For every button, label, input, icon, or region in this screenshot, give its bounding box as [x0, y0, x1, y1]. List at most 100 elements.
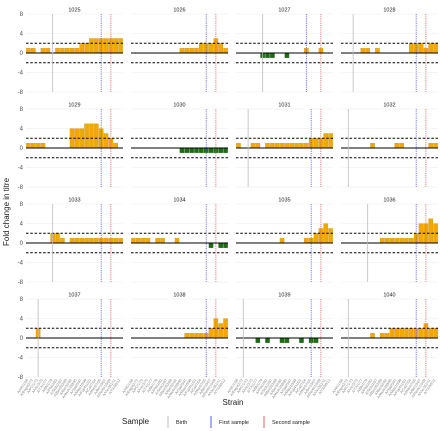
bar [323, 133, 329, 149]
bar [294, 143, 299, 149]
panel-1033: 1033 -8 -4 0 4 8 [18, 198, 123, 286]
bar [365, 48, 371, 54]
bar [304, 238, 309, 244]
bar [370, 143, 375, 149]
bar [379, 333, 385, 339]
bar [279, 143, 285, 149]
bar [184, 147, 190, 153]
panel-title: 1033 [68, 198, 80, 204]
bar [433, 43, 438, 54]
bar [89, 238, 94, 244]
panel-1025: 1025 -8 -4 0 4 8 [18, 8, 123, 96]
bar [160, 238, 165, 244]
panel-1036: 1036 [341, 198, 438, 283]
bar [74, 48, 80, 54]
bar [103, 133, 109, 149]
bar [418, 43, 424, 54]
y-tick-label: -8 [18, 375, 24, 381]
y-tick-label: 0 [20, 51, 24, 57]
panel-title: 1032 [383, 103, 395, 109]
bar [218, 147, 224, 153]
bar [60, 48, 65, 54]
legend-label: First sample [219, 420, 249, 426]
bar [399, 328, 404, 339]
bar [304, 143, 309, 149]
panel-title: 1027 [278, 8, 290, 14]
bar [89, 38, 94, 54]
y-axis-title: Fold change in titre [2, 177, 11, 246]
panel-title: 1025 [68, 8, 80, 14]
bar [69, 48, 75, 54]
bar [223, 242, 228, 248]
panel-title: 1039 [278, 293, 290, 299]
bar [328, 228, 333, 244]
bar [223, 147, 228, 153]
bar [409, 238, 414, 244]
bar [236, 143, 241, 149]
y-tick-label: 8 [20, 12, 24, 18]
bar [433, 143, 438, 149]
bar [64, 48, 70, 54]
bar [299, 337, 304, 343]
bar [208, 242, 214, 248]
bar [270, 52, 275, 58]
bar [404, 328, 409, 339]
y-tick-label: -4 [18, 261, 24, 267]
y-tick-label: -4 [18, 356, 24, 362]
bar [428, 218, 434, 244]
bar [265, 52, 270, 58]
y-tick-label: 0 [20, 241, 24, 247]
y-tick-label: 8 [20, 107, 24, 113]
bar [194, 333, 199, 339]
bar [118, 238, 123, 244]
bar [370, 333, 375, 339]
y-tick-label: 4 [20, 32, 24, 38]
panel-1039: 1039A/HK/1/68A/Eng/42/72A/PC/1/73A/Vic/3… [227, 293, 333, 399]
panel-title: 1031 [278, 103, 290, 109]
legend-title: Sample [122, 417, 150, 426]
bar [26, 48, 31, 54]
x-axis-title: Strain [223, 398, 244, 407]
bar [328, 133, 333, 149]
panel-1034: 1034 [131, 198, 228, 283]
bar [299, 143, 304, 149]
y-tick-label: 8 [20, 202, 24, 208]
panel-1031: 1031 [236, 103, 333, 188]
panel-1032: 1032 [341, 103, 438, 188]
bar [284, 52, 290, 58]
y-tick-label: 0 [20, 146, 24, 152]
bar [289, 143, 295, 149]
legend-item: Birth [167, 416, 187, 428]
bar [389, 328, 395, 339]
bar [174, 238, 180, 244]
bar [384, 333, 390, 339]
bar [223, 48, 228, 54]
bar [428, 143, 434, 149]
bar [179, 147, 185, 153]
bar [189, 333, 194, 339]
bar [103, 38, 109, 54]
bar [74, 238, 80, 244]
y-tick-label: 4 [20, 222, 24, 228]
panel-title: 1029 [68, 103, 80, 109]
panel-title: 1030 [173, 103, 185, 109]
bar [93, 238, 99, 244]
bar [199, 147, 204, 153]
y-tick-label: -4 [18, 71, 24, 77]
bar [55, 233, 60, 244]
bar [418, 328, 424, 339]
bar [428, 43, 434, 54]
panel-1026: 1026 [131, 8, 228, 93]
bar [84, 43, 89, 54]
bar [399, 238, 404, 244]
bar [135, 238, 141, 244]
bar [118, 38, 123, 54]
bar [84, 123, 89, 149]
bar [279, 238, 285, 244]
bar [113, 238, 119, 244]
bar [313, 138, 319, 149]
bar [30, 143, 36, 149]
y-tick-label: -8 [18, 280, 24, 286]
bar [218, 43, 224, 54]
